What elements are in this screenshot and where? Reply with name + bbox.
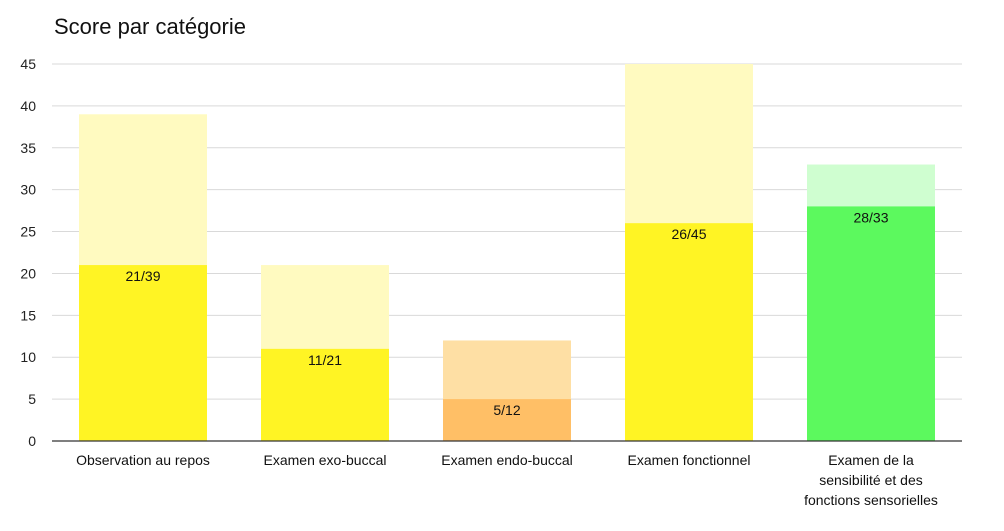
bar-score [79, 265, 207, 441]
x-tick-label: sensibilité et des [819, 472, 923, 488]
data-label: 11/21 [308, 352, 342, 368]
y-tick-label: 0 [28, 433, 36, 449]
x-tick-label: fonctions sensorielles [804, 492, 938, 508]
y-tick-label: 20 [20, 265, 36, 281]
chart-title: Score par catégorie [54, 14, 246, 39]
data-label: 5/12 [493, 402, 520, 418]
data-label: 28/33 [853, 209, 888, 225]
bar-score [261, 348, 389, 441]
y-tick-label: 10 [20, 349, 36, 365]
x-tick-label: Observation au repos [76, 452, 210, 468]
y-tick-label: 5 [28, 391, 36, 407]
bar-score [807, 206, 935, 441]
y-tick-label: 25 [20, 224, 36, 240]
y-tick-label: 15 [20, 307, 36, 323]
x-tick-label: Examen exo-buccal [264, 452, 387, 468]
y-tick-label: 35 [20, 140, 36, 156]
x-tick-label: Examen de la [828, 452, 914, 468]
data-label: 21/39 [125, 268, 160, 284]
y-tick-label: 30 [20, 182, 36, 198]
x-tick-label: Examen endo-buccal [441, 452, 573, 468]
x-tick-label: Examen fonctionnel [628, 452, 751, 468]
bar-score [443, 399, 571, 441]
y-tick-label: 40 [20, 98, 36, 114]
y-tick-label: 45 [20, 56, 36, 72]
data-label: 26/45 [671, 226, 706, 242]
bar-score [625, 223, 753, 441]
